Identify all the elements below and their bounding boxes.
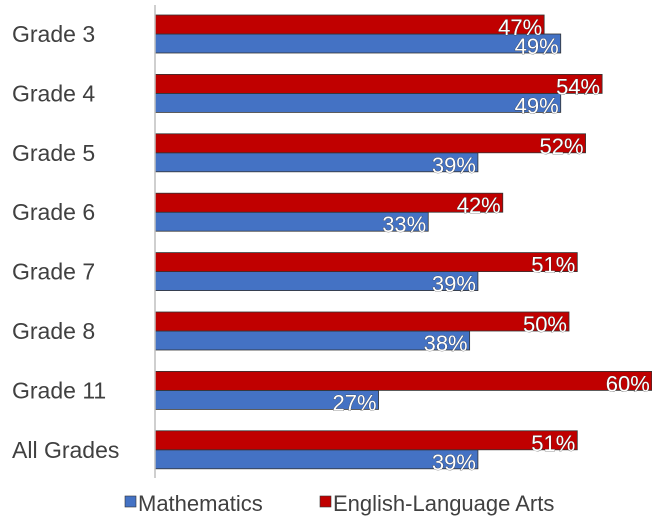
data-label: 39% (432, 153, 476, 178)
data-label: 51% (531, 431, 575, 456)
bar (154, 152, 479, 173)
category-label: Grade 3 (12, 21, 95, 47)
data-label: 33% (382, 212, 426, 237)
data-label: 49% (515, 93, 559, 118)
data-label: 47% (498, 15, 542, 40)
category-label: Grade 11 (12, 377, 106, 403)
category-label: Grade 8 (12, 318, 95, 344)
bar (154, 93, 562, 113)
bar (154, 449, 479, 470)
data-label: 39% (432, 272, 476, 297)
data-label: 54% (556, 74, 600, 99)
bar (154, 74, 603, 94)
data-label: 27% (333, 390, 377, 415)
bar (154, 133, 586, 154)
category-label: Grade 6 (12, 199, 95, 225)
category-label: Grade 7 (12, 259, 95, 285)
bar (154, 311, 570, 332)
legend-swatch (124, 495, 137, 508)
category-label: Grade 4 (12, 80, 95, 106)
legend-label: English-Language Arts (333, 491, 554, 516)
bar (154, 430, 578, 451)
bar (154, 14, 545, 35)
data-label: 51% (531, 253, 575, 278)
data-label: 39% (432, 450, 476, 475)
data-label: 52% (540, 134, 584, 159)
data-label: 60% (606, 371, 650, 396)
bar (154, 192, 504, 213)
bar (154, 271, 479, 292)
bar (154, 330, 471, 351)
category-label: All Grades (12, 437, 119, 463)
data-label: 38% (424, 331, 468, 356)
bar (154, 370, 652, 391)
legend-label: Mathematics (138, 491, 263, 516)
data-label: 49% (515, 34, 559, 59)
data-label: 42% (457, 193, 501, 218)
bar (154, 252, 578, 273)
category-label: Grade 5 (12, 140, 95, 166)
data-label: 50% (523, 312, 567, 337)
legend-swatch (319, 495, 332, 508)
